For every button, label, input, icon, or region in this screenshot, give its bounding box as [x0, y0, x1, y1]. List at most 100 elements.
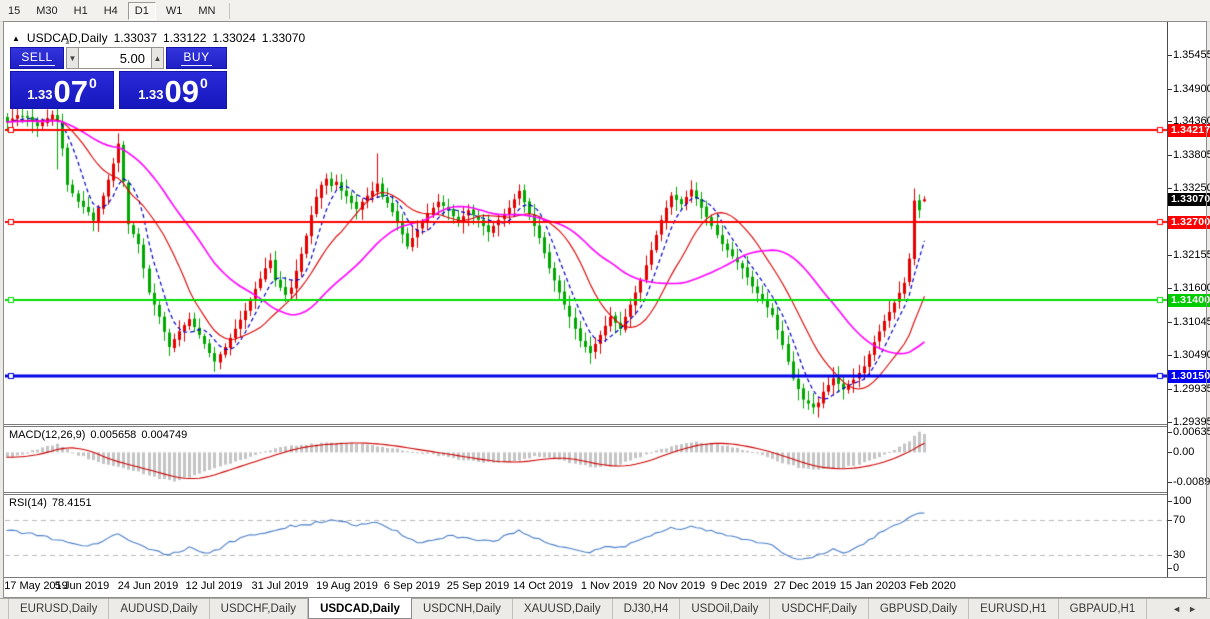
time-label-25-sep-2019: 25 Sep 2019 [446, 580, 510, 592]
rsi-tick-30-tick [1168, 555, 1172, 556]
timeframe-button-h4[interactable]: H4 [103, 4, 118, 17]
ohlc-high: 1.33122 [163, 31, 207, 45]
chart-tab-eurusd-daily[interactable]: EURUSD,Daily [8, 599, 110, 619]
ohlc-open: 1.33037 [113, 31, 157, 45]
time-label-24-jun-2019: 24 Jun 2019 [117, 580, 179, 592]
rsi-tick-0-label: 0 [1173, 562, 1180, 574]
rsi-tick-30-label: 30 [1173, 549, 1186, 561]
volume-decrease-button[interactable]: ▼ [66, 47, 79, 69]
time-label-19-aug-2019: 19 Aug 2019 [316, 580, 378, 592]
timeframe-button-mn[interactable]: MN [198, 4, 216, 17]
price-tick-1.32155-label: 1.32155 [1173, 249, 1210, 261]
price-level-flag-1.31400[interactable]: 1.31400 [1168, 294, 1210, 307]
price-tick-1.31045-tick [1168, 322, 1172, 323]
chart-tab-usdchf-daily[interactable]: USDCHF,Daily [770, 599, 869, 619]
time-label-3-feb-2020: 3 Feb 2020 [900, 580, 956, 592]
chart-tab-usdoil-daily[interactable]: USDOil,Daily [680, 599, 771, 619]
rsi-splitter[interactable] [4, 492, 1167, 493]
time-axis-separator [4, 577, 1206, 578]
rsi-value: 78.4151 [51, 497, 92, 509]
rsi-tick-100-label: 100 [1173, 495, 1192, 507]
price-level-flag-1.30150[interactable]: 1.30150 [1168, 370, 1210, 383]
time-label-27-dec-2019: 27 Dec 2019 [773, 580, 837, 592]
ohlc-low: 1.33024 [212, 31, 256, 45]
trade-panel-collapse-icon[interactable]: ▲ [64, 39, 71, 46]
price-tick-1.33250-label: 1.33250 [1173, 182, 1210, 194]
volume-increase-button[interactable]: ▲ [151, 47, 164, 69]
price-level-flag-1.34217[interactable]: 1.34217 [1168, 124, 1210, 137]
rsi-tick-70-label: 70 [1173, 514, 1186, 526]
price-tick-1.32155-tick [1168, 255, 1172, 256]
macd-panel-canvas[interactable] [5, 426, 1167, 492]
price-tick-1.33250-tick [1168, 188, 1172, 189]
chart-tab-gbpusd-daily[interactable]: GBPUSD,Daily [869, 599, 970, 619]
tab-scroll-left-icon[interactable]: ◄ [1172, 604, 1189, 614]
chart-tab-usdcad-daily[interactable]: USDCAD,Daily [308, 598, 412, 619]
toolbar-separator [229, 2, 231, 19]
chart-tab-xauusd-daily[interactable]: XAUUSD,Daily [513, 599, 613, 619]
time-label-12-jul-2019: 12 Jul 2019 [185, 580, 243, 592]
sell-button[interactable]: SELL [10, 47, 64, 69]
timeframe-button-w1[interactable]: W1 [165, 4, 183, 17]
price-axis-border [1167, 22, 1168, 577]
rsi-tick-0-tick [1168, 568, 1172, 569]
ask-price-button[interactable]: 1.33 09 0 [119, 71, 227, 109]
one-click-trade-panel: SELL ▼ ▲ BUY 1.33 07 0 1.33 09 0 [10, 47, 227, 109]
price-tick-1.31600-tick [1168, 288, 1172, 289]
timeframe-button-m30[interactable]: M30 [36, 4, 58, 17]
rsi-header: RSI(14) 78.4151 [9, 497, 97, 509]
macd-tick-0.006355-label: 0.006355 [1173, 426, 1210, 438]
volume-input[interactable] [79, 47, 151, 69]
time-label-14-oct-2019: 14 Oct 2019 [513, 580, 573, 592]
time-label-20-nov-2019: 20 Nov 2019 [642, 580, 706, 592]
price-tick-1.30490-label: 1.30490 [1173, 349, 1210, 361]
timeframe-button-d1[interactable]: D1 [127, 1, 156, 20]
time-label-5-jun-2019: 5 Jun 2019 [54, 580, 110, 592]
time-label-15-jan-2020: 15 Jan 2020 [839, 580, 901, 592]
price-tick-1.33805-label: 1.33805 [1173, 149, 1210, 161]
time-label-17-may-2019: 17 May 2019 [4, 580, 68, 592]
bid-price-pip: 0 [89, 75, 97, 91]
macd-tick--0.008978-label: -0.008978 [1173, 476, 1210, 488]
timeframe-button-h1[interactable]: H1 [73, 4, 88, 17]
macd-tick-0.00-label: 0.00 [1173, 446, 1195, 458]
rsi-label: RSI(14) [9, 497, 47, 509]
macd-tick-0.00-tick [1168, 452, 1172, 453]
chart-tab-gbpaud-h1[interactable]: GBPAUD,H1 [1059, 599, 1148, 619]
price-tick-1.33805-tick [1168, 155, 1172, 156]
bid-price-button[interactable]: 1.33 07 0 [10, 71, 114, 109]
chart-tab-usdchf-daily[interactable]: USDCHF,Daily [210, 599, 309, 619]
chart-tab-usdcnh-daily[interactable]: USDCNH,Daily [412, 599, 513, 619]
macd-tick-0.006355-tick [1168, 432, 1172, 433]
buy-button[interactable]: BUY [166, 47, 227, 69]
time-label-1-nov-2019: 1 Nov 2019 [580, 580, 638, 592]
time-label-6-sep-2019: 6 Sep 2019 [383, 580, 441, 592]
tab-scroll-right-icon[interactable]: ► [1188, 604, 1204, 614]
price-level-flag-1.32700[interactable]: 1.32700 [1168, 216, 1210, 229]
rsi-panel-canvas[interactable] [5, 494, 1167, 576]
price-tick-1.34900-label: 1.34900 [1173, 83, 1210, 95]
rsi-splitter-inner [4, 494, 1167, 495]
buy-button-label: BUY [181, 50, 212, 66]
price-level-flag-1.33070[interactable]: 1.33070 [1168, 193, 1210, 206]
macd-label: MACD(12,26,9) [9, 429, 86, 441]
ask-price-pip: 0 [200, 75, 208, 91]
spinner-up-icon: ▲ [153, 53, 162, 63]
macd-splitter-inner [4, 426, 1167, 427]
chart-tab-audusd-daily[interactable]: AUDUSD,Daily [109, 599, 210, 619]
macd-tick--0.008978-tick [1168, 482, 1172, 483]
price-tick-1.29395-label: 1.29395 [1173, 416, 1210, 428]
collapse-chart-icon[interactable]: ▲ [12, 33, 20, 43]
macd-splitter[interactable] [4, 424, 1167, 425]
chart-tab-eurusd-h1[interactable]: EURUSD,H1 [969, 599, 1059, 619]
symbol-tab-bar: EURUSD,Daily AUDUSD,Daily USDCHF,Daily USDC… [0, 598, 1210, 619]
chart-title: ▲ USDCAD,Daily 1.33037 1.33122 1.33024 1… [12, 31, 311, 45]
price-tick-1.29935-label: 1.29935 [1173, 383, 1210, 395]
timeframe-button-15[interactable]: 15 [8, 4, 21, 17]
price-tick-1.31600-label: 1.31600 [1173, 282, 1210, 294]
rsi-tick-70-tick [1168, 520, 1172, 521]
bid-price-big: 07 [53, 74, 88, 109]
chart-tab-dj30-h4[interactable]: DJ30,H4 [613, 599, 681, 619]
price-tick-1.29935-tick [1168, 389, 1172, 390]
tab-scroll-buttons: ◄ ► [1172, 599, 1210, 619]
